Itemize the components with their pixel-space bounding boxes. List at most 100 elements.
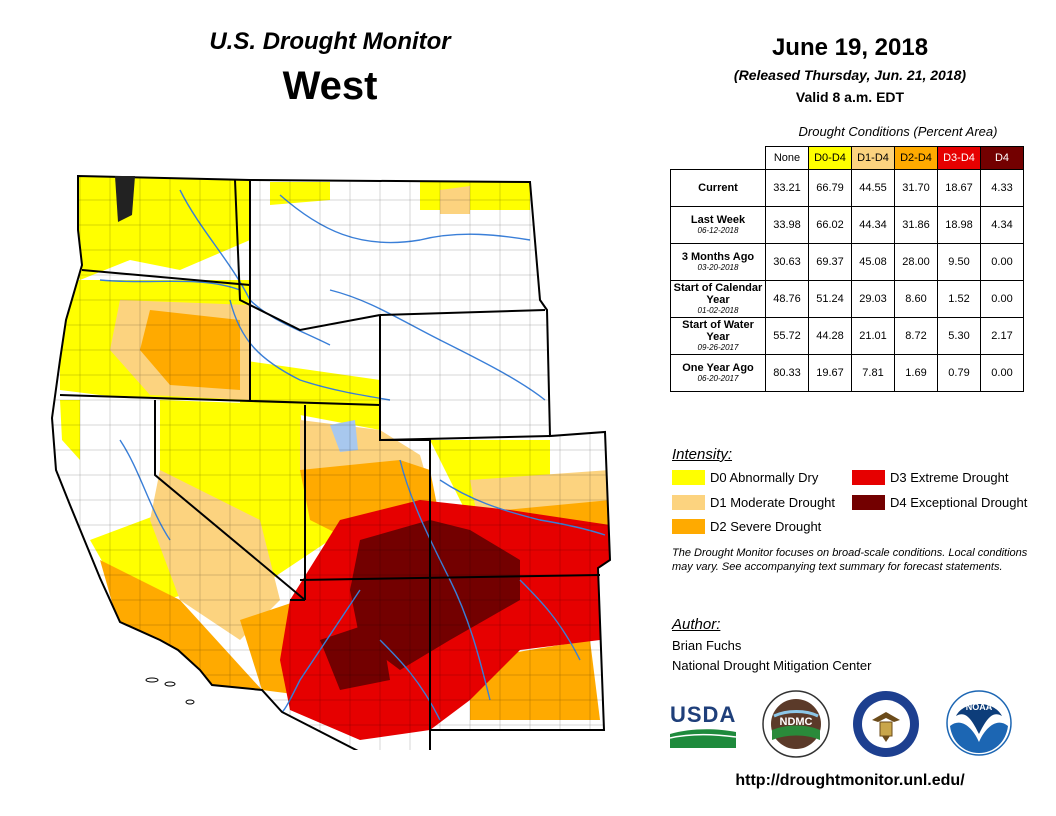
row-date: 09-26-2017 — [697, 343, 739, 352]
table-cell: 51.24 — [808, 280, 852, 318]
map-date: June 19, 2018 — [771, 34, 929, 61]
legend-label: D1 Moderate Drought — [710, 495, 836, 510]
row-label: Current — [670, 169, 766, 207]
row-date: 01-02-2018 — [697, 306, 739, 315]
table-cell: 0.00 — [980, 243, 1024, 281]
legend-label: D0 Abnormally Dry — [710, 470, 819, 485]
col-d1-d4: D1-D4 — [851, 146, 895, 170]
channel-islands — [145, 677, 195, 705]
table-cell: 8.60 — [894, 280, 938, 318]
monitor-title: U.S. Drought Monitor — [209, 28, 451, 55]
eagle-seal-icon — [853, 691, 919, 757]
valid-time: Valid 8 a.m. EDT — [795, 89, 905, 105]
row-label-text: One Year Ago — [682, 362, 754, 374]
noaa-logo: NOAA — [946, 690, 1012, 761]
row-label: One Year Ago 06-20-2017 — [670, 354, 766, 392]
county-lines — [52, 176, 610, 750]
row-label-text: Last Week — [690, 214, 746, 226]
table-cell: 4.34 — [980, 206, 1024, 244]
table-cell: 2.17 — [980, 317, 1024, 355]
legend-heading: Intensity: — [672, 446, 733, 463]
table-caption: Drought Conditions (Percent Area) — [798, 124, 998, 139]
table-cell: 1.69 — [894, 354, 938, 392]
table-cell: 33.21 — [765, 169, 809, 207]
ndmc-logo-text: NDMC — [779, 716, 813, 728]
table-cell: 8.72 — [894, 317, 938, 355]
col-none: None — [765, 146, 809, 170]
table-cell: 44.34 — [851, 206, 895, 244]
commerce-seal-logo — [852, 690, 920, 763]
table-cell: 30.63 — [765, 243, 809, 281]
legend-swatch — [852, 470, 885, 485]
d0-ne-montana — [420, 182, 530, 210]
drought-areas — [52, 176, 610, 750]
d2-socal — [100, 560, 262, 690]
legend-label: D2 Severe Drought — [710, 519, 822, 534]
table-cell: 7.81 — [851, 354, 895, 392]
state-boundaries — [50, 174, 612, 750]
d2-oregon — [140, 310, 240, 390]
row-label-text: Current — [698, 182, 738, 194]
legend-swatch — [852, 495, 885, 510]
table-body: Current 33.21 66.79 44.55 31.70 18.67 4.33 Last… — [670, 169, 1024, 392]
table-cell: 18.67 — [937, 169, 981, 207]
legend-label: D4 Exceptional Drought — [890, 495, 1028, 510]
table-cell: 44.55 — [851, 169, 895, 207]
table-cell: 18.98 — [937, 206, 981, 244]
table-cell: 29.03 — [851, 280, 895, 318]
table-cell: 21.01 — [851, 317, 895, 355]
row-label-text: Start of Water Year — [682, 319, 754, 343]
table-cell: 44.28 — [808, 317, 852, 355]
table-cell: 9.50 — [937, 243, 981, 281]
noaa-logo-text: NOAA — [965, 702, 993, 712]
row-label: Start of Calendar Year 01-02-2018 — [670, 280, 766, 318]
row-label: 3 Months Ago 03-20-2018 — [670, 243, 766, 281]
col-d3-d4: D3-D4 — [937, 146, 981, 170]
usda-logo: USDA — [669, 702, 737, 748]
legend-swatch — [672, 519, 705, 534]
row-date: 06-20-2017 — [697, 374, 739, 383]
table-cell: 66.79 — [808, 169, 852, 207]
author-organization: National Drought Mitigation Center — [672, 658, 872, 673]
usda-logo-text: USDA — [670, 702, 737, 727]
legend-swatch — [672, 470, 705, 485]
drought-map — [50, 174, 612, 750]
table-cell: 5.30 — [937, 317, 981, 355]
table-cell: 0.00 — [980, 354, 1024, 392]
table-row: Start of Calendar Year 01-02-2018 48.76 51.… — [670, 280, 1024, 318]
table-row: Current 33.21 66.79 44.55 31.70 18.67 4.33 — [670, 169, 1024, 207]
table-row: Start of Water Year 09-26-2017 55.72 44.28 2… — [670, 317, 1024, 355]
col-d4: D4 — [980, 146, 1024, 170]
table-header-row: None D0-D4 D1-D4 D2-D4 D3-D4 D4 — [671, 146, 1024, 170]
region-title: West — [282, 64, 378, 108]
d4-four-corners — [350, 520, 520, 670]
row-label: Last Week 06-12-2018 — [670, 206, 766, 244]
website-link[interactable]: http://droughtmonitor.unl.edu/ — [735, 772, 965, 789]
col-d0-d4: D0-D4 — [808, 146, 852, 170]
table-cell: 0.00 — [980, 280, 1024, 318]
table-row: One Year Ago 06-20-2017 80.33 19.67 7.81 1.69… — [670, 354, 1024, 392]
table-cell: 19.67 — [808, 354, 852, 392]
table-row: 3 Months Ago 03-20-2018 30.63 69.37 45.08 28.… — [670, 243, 1024, 281]
row-label-text: Start of Calendar Year — [673, 282, 763, 306]
table-cell: 0.79 — [937, 354, 981, 392]
table-cell: 55.72 — [765, 317, 809, 355]
d0-washington — [70, 176, 250, 280]
ndmc-logo: NDMC — [762, 690, 830, 763]
usda-swoosh-icon — [669, 729, 737, 748]
table-cell: 80.33 — [765, 354, 809, 392]
great-salt-lake — [330, 420, 358, 452]
map-note: The Drought Monitor focuses on broad-sca… — [672, 547, 1028, 573]
table-cell: 45.08 — [851, 243, 895, 281]
table-cell: 69.37 — [808, 243, 852, 281]
table-cell: 31.70 — [894, 169, 938, 207]
table-cell: 31.86 — [894, 206, 938, 244]
row-label: Start of Water Year 09-26-2017 — [670, 317, 766, 355]
table-cell: 33.98 — [765, 206, 809, 244]
table-cell: 66.02 — [808, 206, 852, 244]
author-heading: Author: — [672, 616, 721, 633]
d1-nevada-south — [150, 470, 280, 640]
drought-conditions-table: None D0-D4 D1-D4 D2-D4 D3-D4 D4 Current 3… — [670, 146, 1024, 392]
legend-label: D3 Extreme Drought — [890, 470, 1009, 485]
table-cell: 4.33 — [980, 169, 1024, 207]
